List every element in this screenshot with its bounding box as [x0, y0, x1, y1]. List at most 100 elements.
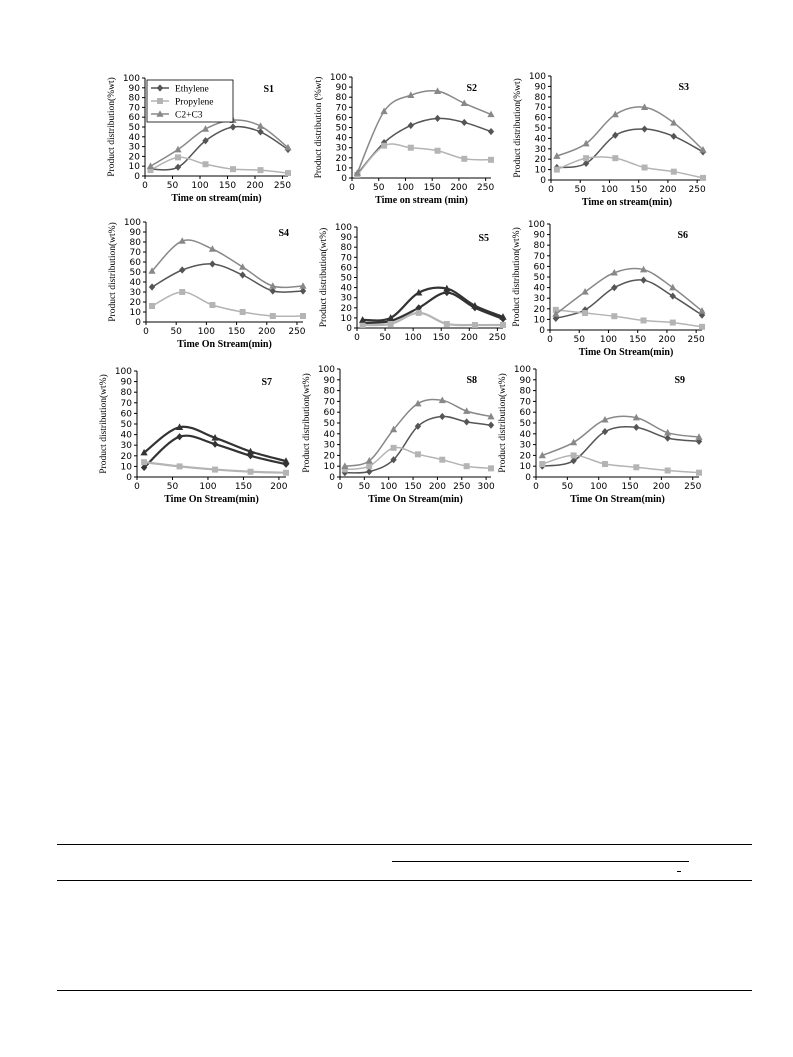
y-tick-label: 90 [129, 84, 141, 94]
data-point-propylene [230, 166, 236, 173]
data-point-propylene [269, 313, 276, 319]
x-tick-label: 250 [489, 333, 506, 343]
data-point-propylene [612, 155, 619, 162]
data-point-ethylene [640, 276, 647, 284]
y-tick-label: 10 [129, 162, 141, 172]
y-tick-label: 30 [130, 288, 142, 298]
series-line-c2c3 [356, 89, 492, 174]
data-point-ethylene [463, 418, 470, 426]
data-point-propylene [500, 321, 506, 328]
data-point-ethylene [641, 125, 648, 133]
data-point-propylene [633, 464, 640, 471]
data-point-propylene [381, 142, 388, 149]
data-point-propylene [570, 452, 577, 459]
data-point-c2c3 [174, 145, 182, 153]
x-tick-label: 0 [142, 181, 148, 191]
y-tick-label: 0 [540, 176, 546, 186]
y-tick-label: 0 [346, 324, 352, 334]
y-tick-label: 70 [520, 397, 532, 407]
data-point-ethylene [664, 434, 671, 442]
data-point-propylene [611, 313, 618, 320]
legend-marker-c2c3 [156, 110, 164, 117]
series-line-c2c3 [541, 415, 700, 457]
data-point-c2c3 [460, 99, 468, 107]
data-point-propylene [390, 444, 397, 451]
y-tick-label: 0 [525, 473, 531, 483]
data-point-ethylene [443, 289, 451, 297]
data-point-propylene [176, 463, 183, 470]
y-tick-label: 30 [324, 441, 336, 451]
panel-label: S7 [261, 377, 272, 388]
series-line-propylene [556, 156, 704, 179]
panel-label: S2 [466, 83, 477, 94]
data-point-ethylene [239, 271, 246, 279]
x-tick-label: 100 [405, 333, 422, 343]
x-tick-label: 0 [337, 482, 343, 492]
y-tick-label: 40 [324, 430, 336, 440]
data-point-ethylene [670, 132, 677, 140]
data-point-propylene [415, 309, 422, 316]
x-axis-title: Time on stream (min) [375, 195, 468, 206]
data-point-ethylene [669, 292, 676, 300]
x-tick-label: 50 [373, 183, 385, 193]
data-point-c2c3 [664, 428, 672, 436]
data-point-propylene [141, 459, 148, 466]
series-line-c2c3 [556, 106, 704, 157]
y-axis-title: Product distribution(%wt) [512, 78, 523, 177]
y-tick-label: 0 [329, 473, 335, 483]
x-tick-label: 150 [629, 335, 646, 345]
data-point-propylene [669, 319, 676, 326]
data-point-c2c3 [699, 146, 707, 153]
y-tick-label: 60 [341, 263, 353, 273]
y-tick-label: 80 [121, 388, 133, 398]
series-line-ethylene [150, 125, 289, 171]
y-tick-label: 40 [129, 133, 141, 143]
data-point-c2c3 [380, 107, 388, 115]
y-tick-label: 60 [324, 408, 336, 418]
y-tick-label: 10 [130, 308, 142, 318]
y-tick-label: 90 [121, 378, 133, 388]
legend-label-c2c3: C2+C3 [175, 111, 203, 121]
x-tick-label: 150 [219, 181, 236, 191]
data-point-propylene [641, 164, 648, 171]
data-point-ethylene [439, 412, 446, 421]
y-tick-label: 100 [330, 73, 347, 83]
x-tick-label: 50 [575, 185, 587, 195]
data-point-c2c3 [269, 282, 277, 289]
x-tick-label: 50 [170, 327, 182, 337]
data-point-propylene [202, 161, 209, 168]
y-tick-label: 50 [121, 420, 133, 430]
data-point-propylene [670, 168, 677, 175]
data-point-c2c3 [487, 110, 495, 118]
x-tick-label: 250 [274, 181, 291, 191]
y-tick-label: 50 [324, 419, 336, 429]
y-tick-label: 80 [535, 93, 547, 103]
data-point-ethylene [698, 311, 706, 319]
data-point-ethylene [611, 284, 618, 292]
y-tick-label: 80 [129, 94, 141, 104]
data-point-c2c3 [387, 314, 395, 321]
data-point-propylene [583, 155, 590, 162]
data-point-c2c3 [246, 447, 255, 455]
data-point-c2c3 [284, 143, 292, 151]
data-point-propylene [209, 302, 216, 308]
data-point-propylene [341, 466, 348, 473]
x-tick-label: 50 [359, 482, 371, 492]
data-point-propylene [696, 469, 702, 476]
data-point-ethylene [282, 460, 290, 468]
data-point-c2c3 [359, 316, 367, 323]
data-point-c2c3 [552, 310, 560, 317]
data-point-ethylene [299, 287, 307, 295]
data-point-propylene [285, 170, 291, 177]
data-point-c2c3 [140, 448, 148, 456]
y-tick-label: 70 [324, 397, 336, 407]
table-bottom-rule [57, 990, 752, 991]
data-point-propylene [488, 156, 494, 163]
data-point-propylene [366, 463, 373, 470]
data-point-ethylene [174, 163, 182, 171]
data-point-c2c3 [239, 263, 247, 270]
y-tick-label: 40 [520, 430, 532, 440]
y-tick-label: 40 [336, 134, 348, 144]
